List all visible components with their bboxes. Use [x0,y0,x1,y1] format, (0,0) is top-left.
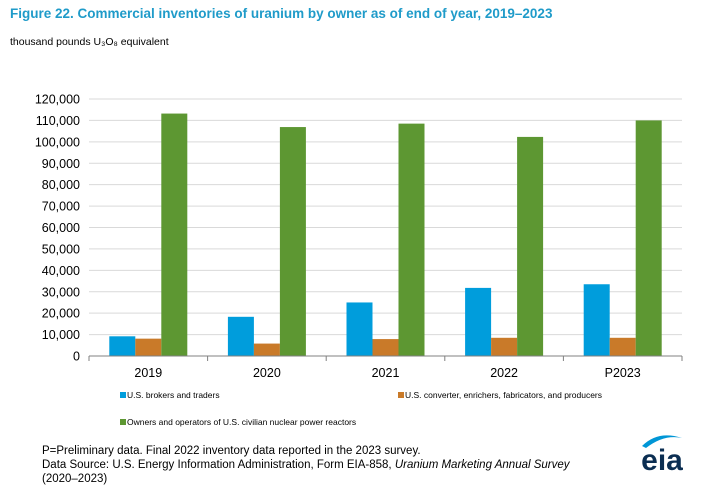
bar [279,127,306,356]
y-tick-label: 80,000 [42,178,80,192]
bar [465,287,492,356]
bars [109,113,662,357]
bar [109,336,136,356]
gridlines [89,98,682,336]
note-preliminary: P=Preliminary data. Final 2022 inventory… [42,445,421,457]
units-label: thousand pounds U₃O₈ equivalent [10,36,169,48]
bar [161,113,188,357]
chart-title: Figure 22. Commercial inventories of ura… [10,6,553,21]
x-category-label: 2021 [372,366,400,380]
y-tick-label: 120,000 [35,93,80,107]
bar [253,343,280,356]
bar [635,120,662,357]
bar-chart: 0 10,000 20,000 30,000 40,000 50,000 60,000 70,… [35,93,683,427]
y-tick-label: 20,000 [42,307,80,321]
legend-swatch [120,419,126,425]
x-axis [88,355,683,361]
legend-swatch [398,392,404,398]
eia-logo-swoosh [642,435,682,448]
y-axis-tick-labels: 0 10,000 20,000 30,000 40,000 50,000 60,000 70,… [35,93,80,364]
y-tick-label: 90,000 [42,157,80,171]
x-category-label: 2022 [490,366,518,380]
y-tick-label: 50,000 [42,242,80,256]
bar [398,123,425,356]
note-source-prefix: Data Source: U.S. Energy Information Adm… [42,459,395,471]
bar [583,284,610,356]
x-category-label: 2020 [253,366,281,380]
x-axis-category-labels: 2019 2020 2021 2022 P2023 [134,366,640,380]
bar [227,316,254,356]
bar [491,337,518,356]
y-tick-label: 110,000 [36,114,80,128]
y-tick-label: 40,000 [42,264,80,278]
legend-label: U.S. converter, enrichers, fabricators, … [405,390,602,400]
chart-notes: P=Preliminary data. Final 2022 inventory… [42,444,570,486]
y-tick-label: 10,000 [42,328,80,342]
bar [135,338,162,356]
note-source-survey: Uranium Marketing Annual Survey [394,459,570,471]
legend: U.S. brokers and traders U.S. converter, … [120,390,602,427]
x-category-label: 2019 [134,366,162,380]
note-years: (2020–2023) [42,473,108,485]
y-tick-label: 0 [73,350,80,364]
eia-logo: eia [641,435,683,474]
legend-label: Owners and operators of U.S. civilian nu… [127,417,356,427]
y-tick-label: 60,000 [42,221,80,235]
bar [517,136,544,356]
eia-logo-text: eia [641,444,683,474]
note-source: Data Source: U.S. Energy Information Adm… [42,458,570,472]
bar [346,302,373,356]
bar [609,337,636,356]
y-tick-label: 30,000 [42,285,80,299]
legend-label: U.S. brokers and traders [127,390,220,400]
x-category-label: P2023 [605,366,641,380]
bar [372,339,399,356]
y-tick-label: 100,000 [35,135,80,149]
y-tick-label: 70,000 [42,200,80,214]
legend-swatch [120,392,126,398]
